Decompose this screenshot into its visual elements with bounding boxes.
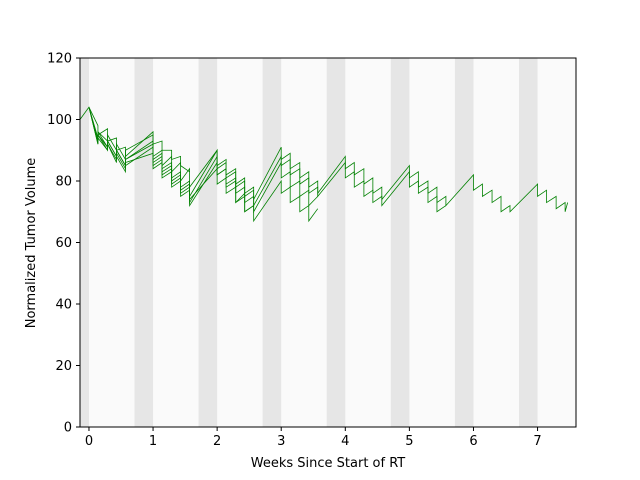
weekend-band	[198, 58, 218, 427]
x-tick-label: 5	[405, 434, 413, 449]
x-axis: 0 1 2 3 4 5 6 7	[85, 427, 542, 449]
weekend-band	[326, 58, 346, 427]
x-tick-label: 6	[469, 434, 477, 449]
x-tick-label: 4	[341, 434, 349, 449]
weekend-band	[262, 58, 282, 427]
y-tick-label: 80	[55, 175, 72, 190]
y-axis: 0 20 40 60 80 100 120	[47, 52, 80, 436]
series-line	[88, 107, 569, 213]
weekend-band	[518, 58, 538, 427]
x-axis-label: Weeks Since Start of RT	[251, 456, 406, 471]
plot-area	[79, 57, 577, 428]
x-tick-label: 1	[149, 434, 157, 449]
y-tick-label: 120	[47, 52, 72, 67]
series-line	[88, 107, 319, 214]
weekend-band	[134, 58, 154, 427]
weekend-band	[80, 58, 89, 427]
x-tick-label: 0	[85, 434, 93, 449]
y-tick-label: 0	[64, 421, 72, 436]
y-tick-label: 40	[55, 298, 72, 313]
y-tick-label: 100	[47, 113, 72, 128]
y-tick-label: 60	[55, 236, 72, 251]
x-tick-label: 3	[277, 434, 285, 449]
y-tick-label: 20	[55, 359, 72, 374]
weekend-band	[454, 58, 474, 427]
x-tick-label: 2	[213, 434, 221, 449]
y-axis-label: Normalized Tumor Volume	[24, 158, 39, 329]
x-tick-label: 7	[533, 434, 541, 449]
weekend-band	[390, 58, 410, 427]
